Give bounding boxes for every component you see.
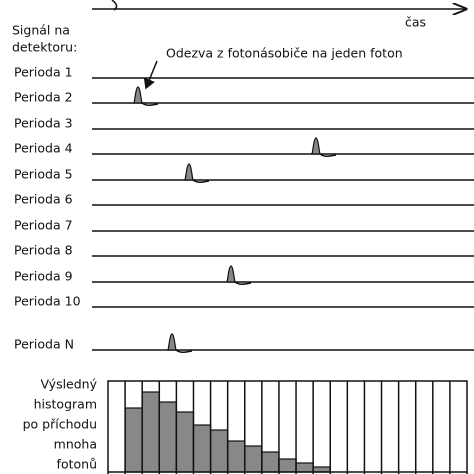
pulse	[133, 86, 143, 104]
pulse-tail	[175, 349, 193, 353]
histogram-label: fotonů	[57, 457, 97, 472]
pulse-tail	[192, 179, 210, 183]
histogram-bar	[244, 445, 263, 473]
period-label: Perioda 6	[14, 192, 73, 207]
signal-label: Signál na	[12, 23, 70, 38]
histogram-bar	[295, 462, 314, 473]
signal-label: detektoru:	[12, 40, 77, 55]
annotation-arrow	[143, 60, 158, 90]
annotation: Odezva z fotonásobiče na jeden foton	[166, 46, 403, 61]
pulse-tail	[234, 281, 252, 285]
histogram-bar	[278, 458, 297, 473]
pulse-tail	[319, 153, 337, 157]
histogram-bar	[124, 407, 143, 473]
period-label: Perioda 7	[14, 218, 73, 233]
period-label: Perioda 3	[14, 116, 73, 131]
period-label: Perioda 4	[14, 141, 73, 156]
pulse	[184, 163, 194, 181]
period-label: Perioda 2	[14, 90, 73, 105]
histogram-bar	[141, 391, 160, 473]
histogram-bar	[192, 424, 212, 473]
histogram-bar	[261, 451, 280, 473]
period-label: Perioda 5	[14, 167, 73, 182]
histogram-label: mnoha	[54, 437, 97, 452]
histogram-label: histogram	[34, 397, 97, 412]
period-label: Perioda 8	[14, 243, 73, 258]
histogram-bar	[158, 401, 177, 473]
axis-label: čas	[405, 15, 426, 30]
pulse	[226, 265, 236, 283]
period-label: Perioda N	[14, 337, 74, 352]
histogram-label: po příchodu	[23, 417, 97, 432]
pulse-tail	[141, 102, 159, 106]
period-label: Perioda 1	[14, 65, 73, 80]
histogram-bar	[209, 429, 229, 473]
pulse	[311, 137, 321, 155]
histogram-bar	[227, 440, 246, 473]
period-label: Perioda 9	[14, 269, 73, 284]
histogram-bar	[175, 411, 195, 473]
pulse	[167, 333, 177, 351]
period-label: Perioda 10	[14, 294, 81, 309]
histogram-label: Výsledný	[40, 377, 97, 392]
